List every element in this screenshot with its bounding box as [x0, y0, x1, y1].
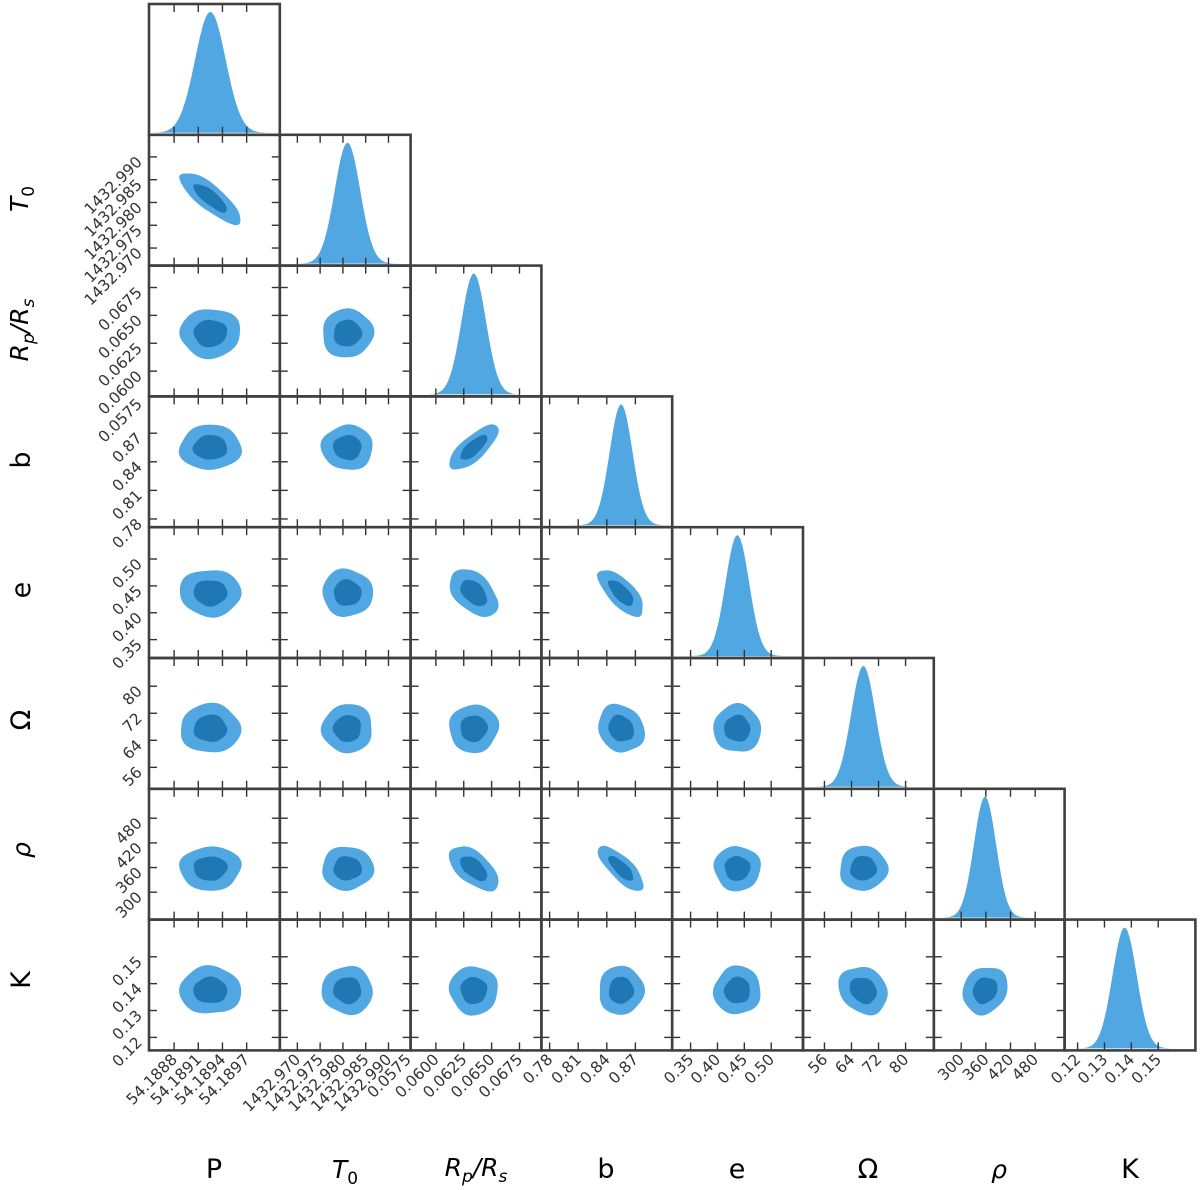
y-tick-label-rho: 420 [112, 839, 146, 873]
contour-1sigma-b-K [608, 976, 635, 1004]
y-axis-label-e: e [6, 582, 37, 599]
contour-1sigma-RpRs-rho [460, 856, 488, 882]
contour-1sigma-Omega-K [849, 977, 877, 1005]
y-tick-label-Omega: 56 [119, 763, 146, 790]
y-tick-label-rho: 300 [112, 888, 146, 922]
y-axis-label-K: K [6, 970, 37, 989]
contour-1sigma-e-rho [724, 855, 751, 881]
x-tick-label-Omega: 80 [886, 1051, 913, 1078]
x-tick-label-rho: 480 [1008, 1051, 1042, 1085]
y-axis-label-T0: T0 [5, 186, 39, 212]
marginal-Omega [803, 666, 934, 787]
contour-1sigma-T0-b [332, 434, 362, 461]
contour-1sigma-T0-RpRs [333, 319, 363, 347]
contour-1sigma-P-RpRs [193, 319, 228, 348]
marginal-RpRs [410, 273, 542, 395]
contour-1sigma-RpRs-Omega [460, 715, 488, 743]
x-axis-label-b: b [597, 1154, 614, 1185]
x-tick-label-b: 0.87 [605, 1051, 642, 1088]
contour-1sigma-b-Omega [608, 714, 634, 742]
x-tick-label-e: 0.50 [741, 1051, 778, 1088]
contour-1sigma-RpRs-K [460, 976, 488, 1005]
x-axis-label-T0: T0 [332, 1155, 358, 1189]
marginal-e [672, 535, 803, 656]
x-tick-label-Omega: 64 [832, 1051, 859, 1078]
y-tick-label-b: 0.81 [109, 487, 146, 524]
contour-1sigma-P-T0 [193, 184, 227, 213]
x-axis-label-Omega: Ω [858, 1154, 879, 1185]
contour-1sigma-T0-rho [333, 856, 363, 881]
x-axis-label-RpRs: Rp/Rs [445, 1153, 508, 1187]
y-tick-label-b: 0.84 [109, 458, 146, 495]
marginal-b [541, 404, 673, 526]
contour-1sigma-rho-K [972, 977, 998, 1005]
y-tick-label-Omega: 64 [119, 736, 146, 763]
y-tick-label-b: 0.78 [109, 515, 146, 552]
contour-1sigma-P-K [193, 976, 228, 1003]
marginal-P [149, 12, 280, 133]
x-axis-label-rho: ρ [991, 1155, 1007, 1184]
x-tick-label-b: 0.84 [576, 1051, 613, 1088]
contour-1sigma-P-e [193, 580, 228, 607]
y-axis-label-rho: ρ [7, 842, 36, 858]
x-tick-label-Omega: 56 [805, 1051, 832, 1078]
x-tick-label-b: 0.78 [519, 1051, 556, 1088]
y-tick-label-Omega: 72 [119, 709, 146, 736]
x-axis-tick-labels: 54.188854.189154.189454.18971432.9701432… [123, 1051, 1165, 1116]
y-tick-label-K: 0.12 [109, 1034, 146, 1071]
contour-1sigma-T0-e [333, 579, 362, 606]
contour-1sigma-P-Omega [193, 714, 228, 742]
contour-1sigma-P-b [192, 434, 228, 460]
panel-frame-K-K [1063, 918, 1197, 1052]
contour-1sigma-P-rho [193, 856, 229, 881]
marginal-rho [933, 796, 1065, 918]
y-axis-label-RpRs: Rp/Rs [5, 298, 39, 361]
contour-1sigma-T0-Omega [332, 715, 361, 743]
x-tick-label-Omega: 72 [859, 1051, 886, 1078]
contour-1sigma-RpRs-e [460, 579, 488, 607]
panels-layer [147, 2, 1197, 1052]
contour-1sigma-e-K [723, 976, 750, 1004]
contour-1sigma-T0-K [333, 977, 362, 1005]
x-axis-label-e: e [729, 1154, 746, 1185]
contour-1sigma-Omega-rho [850, 856, 878, 881]
x-tick-label-b: 0.81 [548, 1051, 585, 1088]
y-axis-label-b: b [6, 451, 37, 468]
y-tick-label-rho: 360 [112, 864, 146, 898]
x-axis-label-K: K [1121, 1154, 1140, 1185]
y-axis-label-Omega: Ω [6, 710, 37, 731]
x-tick-label-K: 0.15 [1128, 1051, 1165, 1088]
contour-1sigma-RpRs-b [460, 434, 488, 460]
marginal-T0 [279, 142, 411, 264]
y-axis-tick-labels: 1432.9701432.9751432.9801432.9851432.990… [81, 153, 146, 1071]
contour-1sigma-b-e [607, 580, 634, 607]
y-tick-label-e: 0.35 [109, 636, 146, 673]
y-tick-label-Omega: 80 [119, 682, 146, 709]
x-axis-label-P: P [206, 1154, 222, 1185]
marginal-K [1064, 927, 1196, 1049]
y-tick-label-rho: 480 [112, 814, 146, 848]
contour-1sigma-e-Omega [724, 714, 751, 742]
contour-1sigma-b-rho [608, 855, 634, 881]
